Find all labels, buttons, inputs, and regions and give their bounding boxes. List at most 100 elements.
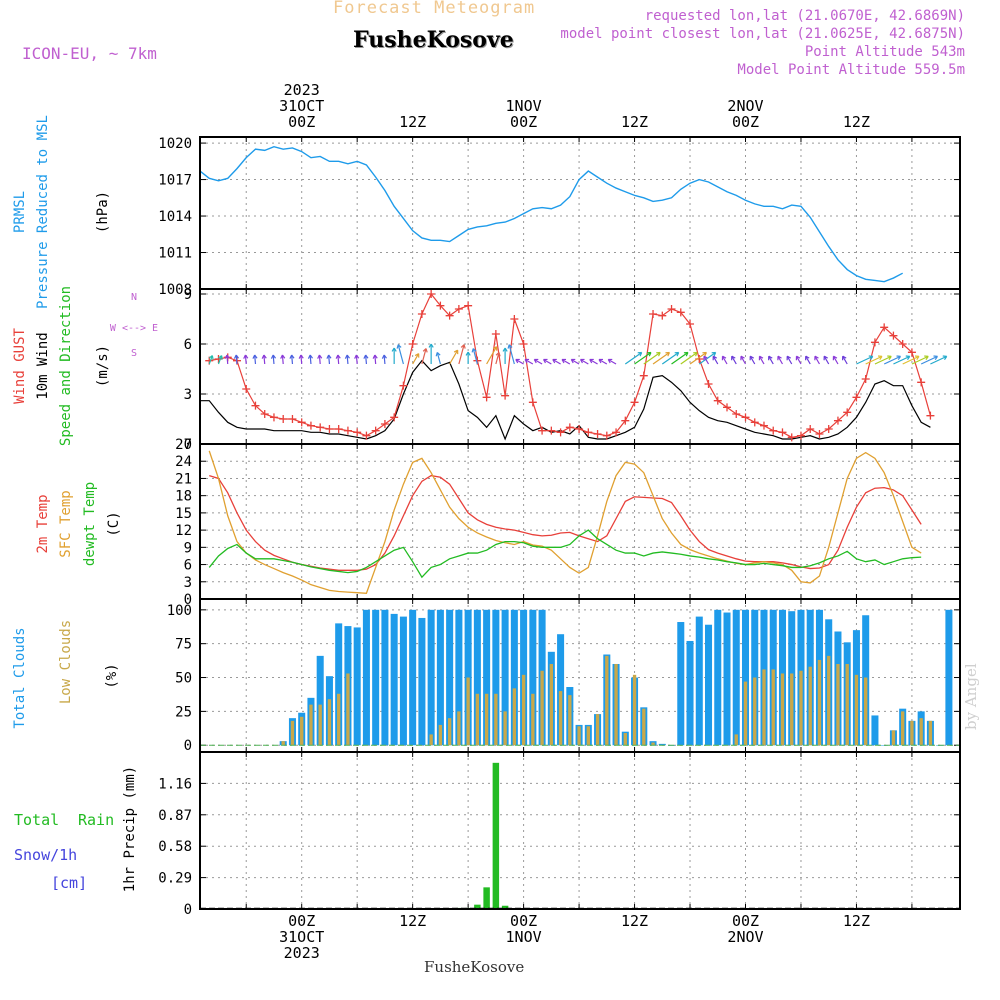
wind-direction-arrowhead [381,354,387,359]
y-tick-label: 0 [184,738,192,754]
wind-direction-arrowhead [208,355,214,360]
gust-marker [713,396,722,405]
wind-direction-arrow [589,358,598,365]
low-cloud-bar [614,663,618,746]
wind-direction-arrow [458,344,465,365]
wind-direction-arrow [832,355,839,365]
gust-marker [306,421,315,430]
low-cloud-bar [429,734,433,746]
wind-direction-arrowhead [453,349,459,355]
low-cloud-bar [577,726,581,746]
wind-direction-arrowhead [656,351,661,357]
wind-direction-arrowhead [570,358,576,364]
wind-direction-arrowhead [289,354,295,359]
gust-marker [658,311,667,320]
wind-direction-arrowhead [218,355,223,360]
time-label-bottom: 12Z [621,912,648,930]
low-cloud-bar [549,663,554,746]
low-cloud-bar [743,681,748,746]
low-cloud-bar [854,674,859,746]
low-cloud-bar [642,708,646,746]
wind-direction-arrow [768,355,774,365]
panel-frame-1 [199,288,961,445]
gust-marker [880,323,889,332]
gust-marker [353,428,362,437]
time-label-top: 00Z [510,113,537,131]
y-tick-label: 0.29 [158,871,192,887]
total-cloud-bar [741,609,750,746]
y-tick-label: 9 [184,287,192,303]
wind-direction-arrowhead [777,355,782,361]
gust-marker [242,385,251,393]
wind-direction-arrowhead [465,351,471,356]
wind-direction-arrow [263,354,266,365]
wind-direction-arrowhead [598,358,604,364]
wind-direction-arrow [749,355,756,365]
wind-direction-arrowhead [317,354,323,359]
panel-1 [200,289,960,445]
wind-direction-arrow [486,346,498,365]
time-label-top: 31OCT [279,97,324,115]
ylabel-prmsl: PRMSL [12,191,28,233]
gust-marker [769,426,778,435]
wind-direction-arrow [902,355,920,365]
gust-marker [907,348,916,357]
total-cloud-bar [705,624,713,746]
ylabel-temp2m: 2m Temp [35,494,51,553]
total-cloud-bar [677,622,685,746]
low-cloud-bar [337,693,341,746]
wind-direction-arrow [740,355,747,365]
wind-direction-arrow [883,355,901,365]
rain-bar [501,905,509,909]
y-tick-label: 75 [175,637,192,653]
panel-2 [200,443,960,600]
time-label-bottom: 12Z [399,912,426,930]
gust-marker [528,398,537,407]
total-cloud-bar [658,743,666,746]
ylabel-direction: Speed and Direction [58,286,74,446]
low-cloud-bar [901,711,905,746]
wind-direction-arrowhead [924,355,929,361]
wind-direction-arrowhead [471,348,477,353]
total-cloud-bar [501,609,509,746]
low-cloud-bar [290,720,295,746]
wind-direction-arrowhead [435,351,441,357]
low-cloud-bar [780,673,785,746]
wind-direction-arrowhead [307,354,314,359]
low-cloud-bar [568,695,572,746]
ylabel-wind: 10m Wind [35,332,51,399]
wind-direction-arrow [226,354,229,365]
low-cloud-bar [605,655,609,746]
gust-marker [454,305,463,313]
low-cloud-bar [438,724,443,746]
legend-rain: Rain [78,811,114,829]
low-cloud-bar [919,718,923,746]
wind-direction-arrowhead [786,355,792,361]
low-cloud-bar [327,699,332,746]
ylabel-low-clouds: Low Clouds [58,620,74,704]
low-cloud-bar [753,677,757,746]
gust-marker [501,391,510,400]
total-cloud-bar [714,609,722,746]
wind-direction-arrowhead [683,351,689,357]
wind-direction-arrowhead [495,351,501,357]
y-tick-label: 0 [184,437,192,453]
wind-direction-arrowhead [354,354,360,359]
wind-direction-arrow [624,352,643,365]
wind-direction-arrowhead [543,358,548,364]
gust-marker [427,290,436,298]
gust-marker [316,423,325,432]
wind-direction-arrow [643,352,661,365]
wind-direction-arrow [244,354,247,365]
y-tick-label: 1014 [158,209,192,225]
gust-marker [556,428,565,437]
wind-direction-arrowhead [758,355,764,361]
gust-marker [436,301,445,310]
y-tick-label: 50 [175,671,192,687]
gust-marker [399,381,408,390]
gust-marker [538,426,547,435]
gust-marker [362,431,371,440]
low-cloud-bar [531,693,535,746]
wind-direction-arrowhead [580,358,585,364]
